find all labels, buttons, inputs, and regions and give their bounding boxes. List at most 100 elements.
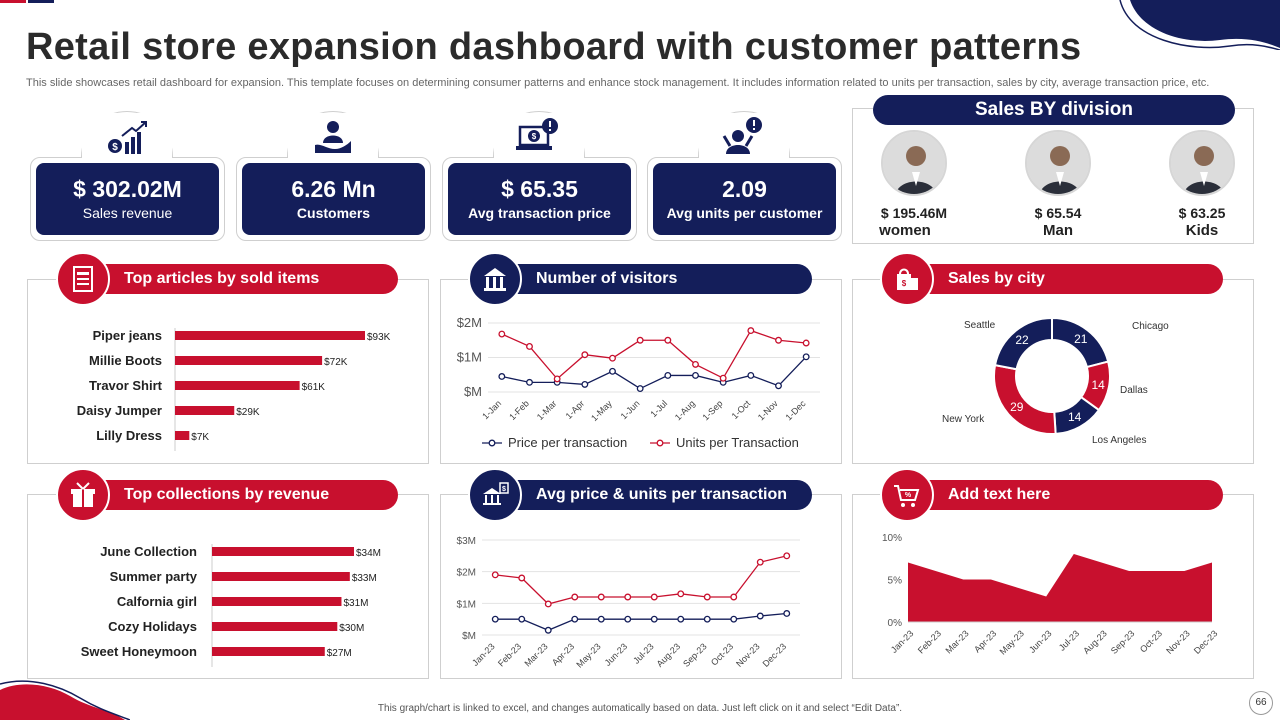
series-line bbox=[495, 612, 787, 631]
bar bbox=[212, 547, 354, 556]
division-women-label: women bbox=[879, 222, 931, 239]
shopping-bag-icon: $ bbox=[880, 252, 934, 306]
visitors-title: Number of visitors bbox=[472, 264, 812, 294]
data-point bbox=[571, 615, 579, 623]
slice-category-label: Dallas bbox=[1120, 385, 1148, 396]
svg-text:$: $ bbox=[502, 486, 506, 493]
y-tick-label: $2M bbox=[457, 568, 476, 579]
slice-category-label: Seattle bbox=[964, 320, 996, 331]
x-tick-label: 1-Dec bbox=[784, 398, 808, 422]
bar-category-label: Summer party bbox=[110, 569, 198, 584]
pie-slice bbox=[993, 363, 1057, 435]
series-line bbox=[501, 356, 807, 390]
x-tick-label: Jul-23 bbox=[631, 641, 655, 665]
x-tick-label: 1-May bbox=[589, 398, 614, 423]
division-women-value: $ 195.46M bbox=[880, 205, 948, 221]
x-tick-label: Jan-23 bbox=[889, 628, 916, 655]
data-point bbox=[692, 371, 699, 379]
x-tick-label: Oct-23 bbox=[709, 641, 735, 667]
x-tick-label: Feb-23 bbox=[496, 641, 523, 668]
data-point bbox=[775, 382, 782, 390]
x-tick-label: Jun-23 bbox=[603, 641, 630, 668]
data-point bbox=[571, 593, 579, 601]
avatar bbox=[1169, 130, 1235, 196]
series-line bbox=[501, 329, 807, 380]
data-point bbox=[518, 615, 526, 623]
y-tick-label: $1M bbox=[457, 350, 482, 365]
top-articles-panel bbox=[27, 279, 429, 464]
bar-category-label: Travor Shirt bbox=[89, 378, 163, 393]
x-tick-label: May-23 bbox=[998, 628, 1026, 656]
y-tick-label: $1M bbox=[457, 599, 476, 610]
y-tick-label: $3M bbox=[457, 536, 476, 547]
kpi-label: Avg units per customer bbox=[666, 205, 823, 221]
kpi-value: $ 302.02M bbox=[73, 176, 182, 202]
kpi-value: 6.26 Mn bbox=[291, 176, 376, 202]
x-tick-label: Apr-23 bbox=[550, 641, 576, 667]
x-tick-label: Mar-23 bbox=[522, 641, 549, 668]
bar-category-label: Lilly Dress bbox=[96, 428, 162, 443]
x-tick-label: 1-Feb bbox=[507, 398, 531, 422]
x-tick-label: 1-Sep bbox=[701, 398, 725, 422]
slice-value-label: 14 bbox=[1068, 410, 1082, 424]
x-tick-label: Dec-23 bbox=[761, 641, 789, 669]
top-articles-chart: Piper jeans $93K Millie Boots $72K Travor Sh… bbox=[77, 328, 391, 451]
x-tick-label: Sep-23 bbox=[681, 641, 709, 669]
document-list-icon bbox=[56, 252, 110, 306]
bar bbox=[175, 356, 323, 365]
bar-category-label: Daisy Jumper bbox=[77, 403, 162, 418]
data-point bbox=[664, 371, 672, 379]
sales-by-city-title: Sales by city bbox=[884, 264, 1223, 294]
y-tick-label: 5% bbox=[888, 576, 903, 587]
bar-value-label: $27M bbox=[327, 648, 352, 659]
legend-label: Units per Transaction bbox=[676, 435, 799, 450]
bottom-left-wave-decoration bbox=[0, 680, 130, 720]
data-point bbox=[498, 330, 506, 338]
x-tick-label: 1-Nov bbox=[756, 398, 780, 422]
y-tick-label: $M bbox=[462, 631, 476, 642]
page-number: 66 bbox=[1249, 691, 1273, 715]
avatar bbox=[1025, 130, 1091, 196]
top-collections-chart: June Collection $34M Summer party $33M Calfo… bbox=[81, 544, 381, 667]
data-point bbox=[581, 351, 589, 359]
data-point bbox=[553, 375, 561, 383]
data-point bbox=[624, 615, 632, 623]
kpi-value: $ 65.35 bbox=[501, 176, 578, 202]
data-point bbox=[802, 353, 810, 361]
bar bbox=[212, 622, 338, 631]
top-right-wave-decoration bbox=[1119, 0, 1280, 50]
data-point bbox=[802, 339, 810, 347]
shopping-cart-icon: % bbox=[880, 468, 934, 522]
x-tick-label: 1-Mar bbox=[535, 398, 559, 422]
data-point bbox=[581, 380, 589, 388]
data-point bbox=[775, 336, 782, 344]
x-tick-label: Jun-23 bbox=[1027, 628, 1054, 655]
bar bbox=[212, 572, 350, 581]
customer-hand-icon bbox=[315, 121, 351, 153]
money-growth-icon: $ bbox=[108, 121, 147, 154]
y-tick-label: $M bbox=[464, 384, 482, 399]
data-point bbox=[677, 590, 685, 598]
page-subtitle: This slide showcases retail dashboard fo… bbox=[26, 77, 1210, 89]
visitors-panel bbox=[440, 279, 842, 464]
x-tick-label: Mar-23 bbox=[943, 628, 970, 655]
data-point bbox=[692, 360, 699, 368]
svg-text:$: $ bbox=[902, 279, 907, 288]
data-point bbox=[491, 615, 499, 623]
data-point bbox=[747, 327, 755, 335]
data-point bbox=[544, 626, 552, 634]
data-point bbox=[783, 552, 791, 560]
slice-value-label: 29 bbox=[1010, 400, 1024, 414]
data-point bbox=[730, 615, 738, 623]
legend-item: Price per transaction bbox=[482, 435, 627, 450]
x-tick-label: Sep-23 bbox=[1109, 628, 1137, 656]
data-point bbox=[597, 593, 605, 601]
data-point bbox=[609, 367, 616, 375]
svg-text:$: $ bbox=[532, 132, 537, 141]
pie-slice bbox=[993, 316, 1053, 371]
slice-category-label: Los Angeles bbox=[1092, 435, 1147, 446]
y-tick-label: 10% bbox=[882, 533, 902, 544]
slice-category-label: New York bbox=[942, 414, 985, 425]
x-tick-label: Nov-23 bbox=[734, 641, 762, 669]
bar-category-label: Sweet Honeymoon bbox=[81, 644, 197, 659]
